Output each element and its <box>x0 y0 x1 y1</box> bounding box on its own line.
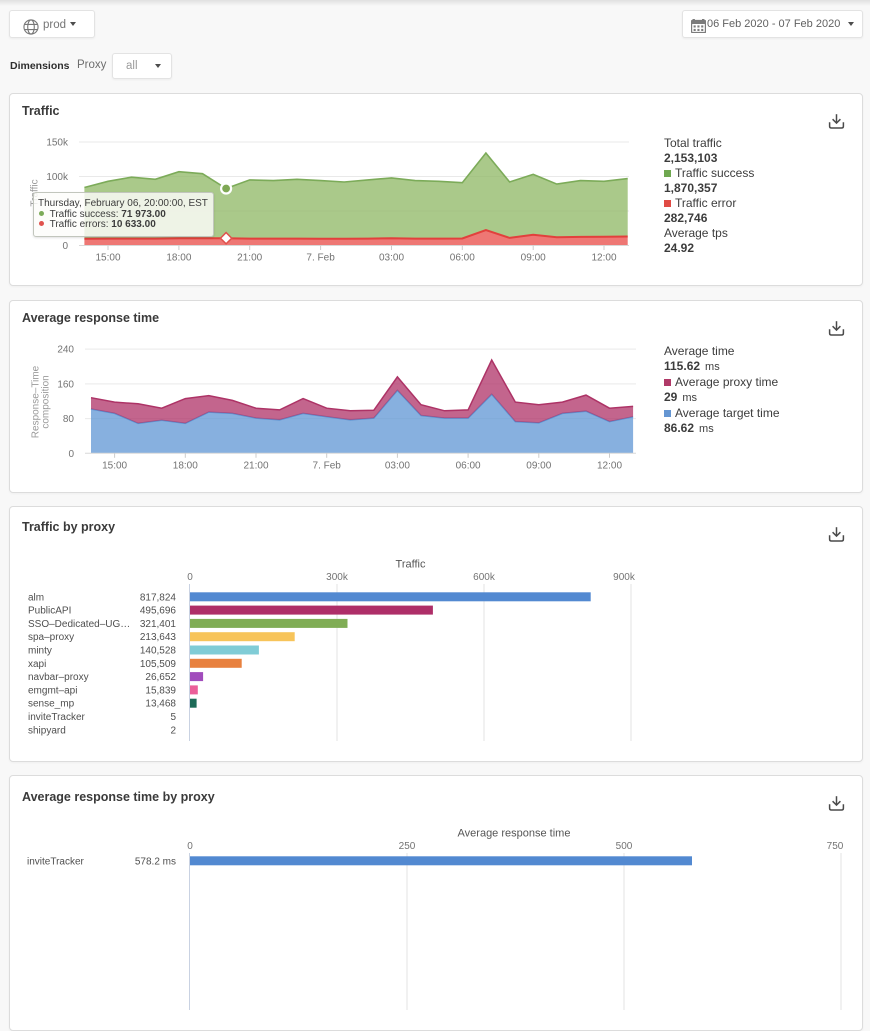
svg-text:18:00: 18:00 <box>166 253 191 264</box>
svg-text:0: 0 <box>187 841 193 852</box>
svg-text:minty: minty <box>28 646 52 657</box>
svg-text:321,401: 321,401 <box>140 619 177 630</box>
svg-text:15:00: 15:00 <box>95 253 120 264</box>
svg-text:inviteTracker: inviteTracker <box>27 856 85 867</box>
svg-text:inviteTracker: inviteTracker <box>28 712 86 723</box>
svg-text:xapi: xapi <box>28 659 46 670</box>
svg-text:SSO–Dedicated–UG…: SSO–Dedicated–UG… <box>28 619 130 630</box>
svg-text:5: 5 <box>170 712 176 723</box>
svg-text:Average response time: Average response time <box>458 828 571 840</box>
svg-text:105,509: 105,509 <box>140 659 177 670</box>
svg-text:578.2 ms: 578.2 ms <box>135 856 176 867</box>
svg-text:600k: 600k <box>473 572 496 583</box>
svg-text:sense_mp: sense_mp <box>28 699 75 710</box>
svg-text:250: 250 <box>399 841 416 852</box>
svg-text:13,468: 13,468 <box>145 699 176 710</box>
svg-text:15,839: 15,839 <box>145 685 176 696</box>
svg-text:12:00: 12:00 <box>597 460 622 471</box>
svg-text:alm: alm <box>28 592 44 603</box>
svg-text:150k: 150k <box>46 138 69 149</box>
svg-text:12:00: 12:00 <box>591 253 616 264</box>
svg-text:7. Feb: 7. Feb <box>306 253 335 264</box>
svg-text:composition: composition <box>41 375 52 428</box>
svg-text:750: 750 <box>827 841 844 852</box>
svg-text:03:00: 03:00 <box>379 253 404 264</box>
svg-text:shipyard: shipyard <box>28 725 66 736</box>
svg-text:06:00: 06:00 <box>456 460 481 471</box>
svg-text:0: 0 <box>62 241 68 252</box>
svg-text:80: 80 <box>63 414 75 425</box>
svg-text:213,643: 213,643 <box>140 632 177 643</box>
svg-text:navbar–proxy: navbar–proxy <box>28 672 89 683</box>
svg-text:emgmt–api: emgmt–api <box>28 685 77 696</box>
svg-text:Traffic: Traffic <box>396 559 426 571</box>
svg-text:Response–Time: Response–Time <box>31 365 42 438</box>
svg-text:817,824: 817,824 <box>140 592 177 603</box>
svg-text:09:00: 09:00 <box>526 460 551 471</box>
svg-text:15:00: 15:00 <box>102 460 127 471</box>
svg-text:240: 240 <box>57 345 74 356</box>
svg-text:09:00: 09:00 <box>521 253 546 264</box>
svg-text:7. Feb: 7. Feb <box>313 460 342 471</box>
svg-text:500: 500 <box>616 841 633 852</box>
svg-text:0: 0 <box>68 449 74 460</box>
svg-text:03:00: 03:00 <box>385 460 410 471</box>
svg-text:140,528: 140,528 <box>140 646 177 657</box>
svg-text:900k: 900k <box>613 572 636 583</box>
svg-text:18:00: 18:00 <box>173 460 198 471</box>
svg-text:06:00: 06:00 <box>450 253 475 264</box>
svg-text:spa–proxy: spa–proxy <box>28 632 74 643</box>
svg-text:PublicAPI: PublicAPI <box>28 606 71 617</box>
svg-text:0: 0 <box>187 572 193 583</box>
svg-text:26,652: 26,652 <box>145 672 176 683</box>
svg-text:160: 160 <box>57 379 74 390</box>
svg-text:21:00: 21:00 <box>237 253 262 264</box>
svg-text:2: 2 <box>170 725 176 736</box>
svg-text:21:00: 21:00 <box>243 460 268 471</box>
svg-text:300k: 300k <box>326 572 349 583</box>
svg-text:100k: 100k <box>46 172 69 183</box>
svg-text:495,696: 495,696 <box>140 606 177 617</box>
